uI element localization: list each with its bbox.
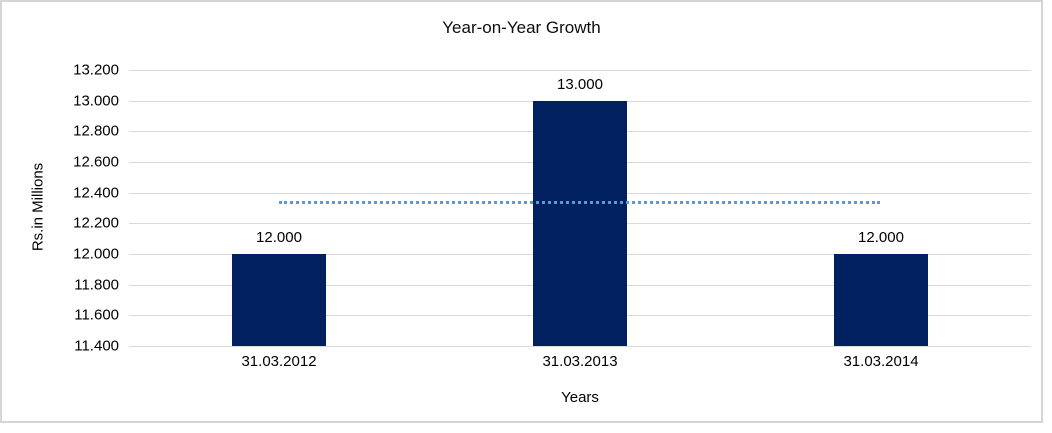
y-tick-label: 12.800 [73,122,119,140]
y-tick-label: 11.600 [74,306,119,324]
x-tick-label: 31.03.2013 [542,353,618,370]
gridline [129,70,1031,71]
x-tick-label: 31.03.2014 [843,353,919,370]
chart-container: Year-on-Year Growth Rs.in Millions 11.40… [0,0,1043,423]
y-tick-label: 12.600 [73,153,119,171]
bar[interactable] [533,101,627,346]
average-line[interactable] [279,201,880,204]
gridline [129,346,1031,347]
y-tick-label: 13.200 [73,61,119,79]
bar[interactable] [834,254,928,346]
x-axis-title: Years [561,389,599,406]
y-tick-label: 11.800 [74,276,119,294]
bar[interactable] [232,254,326,346]
bar-value-label: 12.000 [256,229,302,246]
x-tick-label: 31.03.2012 [241,353,317,370]
y-tick-label: 12.000 [73,245,119,263]
y-tick-label: 13.000 [73,92,119,110]
y-axis-title: Rs.in Millions [29,162,47,252]
y-tick-label: 11.400 [74,337,119,355]
plot-area: 11.400 11.600 11.800 12.000 12.200 12.400 12.6… [73,62,1031,370]
y-tick-label: 12.200 [73,214,119,232]
bar-value-label: 12.000 [858,229,904,246]
bar-value-label: 13.000 [557,76,603,93]
y-tick-label: 12.400 [73,184,119,202]
chart-title: Year-on-Year Growth [442,18,601,37]
